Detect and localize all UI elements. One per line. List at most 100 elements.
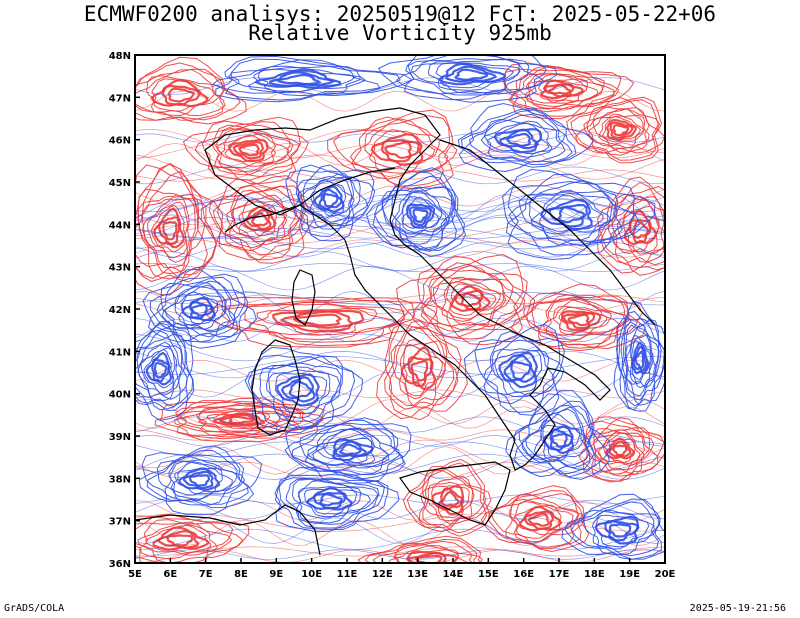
contour-line: [253, 68, 342, 89]
contour-line: [540, 419, 586, 462]
contour-line: [420, 262, 526, 333]
contour-line: [510, 360, 532, 381]
contour-line: [390, 340, 448, 408]
latitude-axis: 36N 37N 38N 39N 40N 41N 42N 43N 44N 45N 46N 47N 48N: [109, 51, 140, 570]
contour-line: [616, 317, 665, 412]
lat-tick-label: 41N: [109, 347, 131, 358]
contour-line: [135, 435, 665, 447]
lat-tick-label: 39N: [109, 432, 131, 443]
contour-line: [216, 178, 315, 261]
lon-tick-label: 8E: [234, 569, 248, 580]
contour-line: [542, 425, 575, 455]
contour-line: [296, 479, 372, 519]
contour-line: [278, 477, 385, 529]
contour-line: [366, 167, 467, 258]
contour-line: [307, 427, 390, 469]
contour-line: [135, 294, 665, 305]
contour-line: [538, 79, 588, 102]
lat-tick-label: 48N: [109, 51, 131, 62]
contour-line: [432, 278, 505, 326]
contour-line: [141, 452, 263, 516]
contour-line: [505, 389, 610, 480]
contour-line: [135, 90, 665, 112]
contour-line: [135, 228, 665, 239]
lat-tick-label: 46N: [109, 136, 131, 147]
contour-line: [135, 290, 665, 315]
contour-line: [135, 169, 665, 182]
contour-line: [135, 133, 665, 143]
lat-tick-label: 38N: [109, 474, 131, 485]
contour-line: [135, 513, 665, 532]
contour-line: [505, 493, 586, 545]
contour-line: [498, 351, 539, 389]
contour-line: [285, 422, 412, 484]
contour-line: [135, 296, 665, 314]
contour-line: [612, 444, 628, 457]
contour-line: [135, 265, 665, 291]
contour-line: [483, 335, 555, 398]
contour-line: [227, 415, 256, 425]
contour-line: [208, 185, 303, 261]
contour-line: [135, 461, 665, 479]
contour-line: [135, 142, 665, 167]
contour-line: [293, 164, 369, 229]
contour-line: [612, 123, 630, 137]
contour-line: [374, 175, 457, 252]
contour-line: [135, 193, 665, 222]
contour-line: [480, 485, 590, 553]
contour-line: [164, 284, 231, 331]
contour-line: [395, 190, 448, 235]
contour-line: [227, 138, 269, 163]
contour-line: [604, 520, 639, 542]
contour-line: [593, 427, 655, 475]
contour-line: [216, 128, 290, 169]
contour-line: [417, 267, 528, 340]
contour-line: [403, 343, 444, 397]
contour-line: [138, 445, 255, 509]
contour-line: [305, 486, 353, 511]
contour-line: [135, 68, 226, 121]
lon-tick-label: 9E: [269, 569, 283, 580]
contour-line: [558, 306, 608, 333]
lon-tick-label: 16E: [513, 569, 534, 580]
contour-line: [212, 412, 266, 427]
contour-line: [135, 359, 665, 382]
contour-line: [332, 440, 368, 458]
contour-line: [316, 433, 376, 466]
contour-line: [624, 324, 660, 397]
contour-line: [232, 140, 265, 160]
chart-title: ECMWF0200 analisys: 20250519@12 FcT: 202…: [83, 2, 717, 26]
contour-line: [182, 470, 214, 490]
contour-line: [135, 389, 665, 399]
contour-line: [615, 319, 660, 406]
contour-line: [332, 115, 451, 187]
contour-line: [480, 120, 553, 158]
sicily-coastline: [399, 461, 511, 526]
contour-line: [135, 528, 665, 550]
negative-vorticity-contours: [135, 55, 665, 560]
coastlines: [135, 107, 656, 556]
contour-line: [284, 417, 406, 480]
contour-line: [313, 185, 345, 214]
footer-credit: GrADS/COLA: [4, 603, 65, 614]
contour-line: [607, 196, 665, 263]
contour-line: [135, 333, 186, 411]
contour-line: [299, 428, 396, 476]
contour-line: [487, 122, 550, 154]
contour-line: [377, 55, 547, 103]
contour-line: [292, 313, 343, 327]
contour-line: [468, 113, 566, 163]
contour-line: [393, 549, 459, 563]
contour-line: [285, 478, 380, 525]
contour-line: [135, 513, 244, 563]
contour-line: [540, 198, 593, 231]
contour-line: [238, 143, 260, 157]
contour-line: [135, 162, 217, 283]
contour-line: [135, 241, 665, 258]
contour-line: [441, 276, 507, 322]
lon-tick-label: 15E: [478, 569, 499, 580]
contour-line: [297, 175, 361, 230]
contour-line: [453, 289, 484, 311]
contour-line: [410, 360, 429, 382]
contour-line: [135, 416, 665, 433]
